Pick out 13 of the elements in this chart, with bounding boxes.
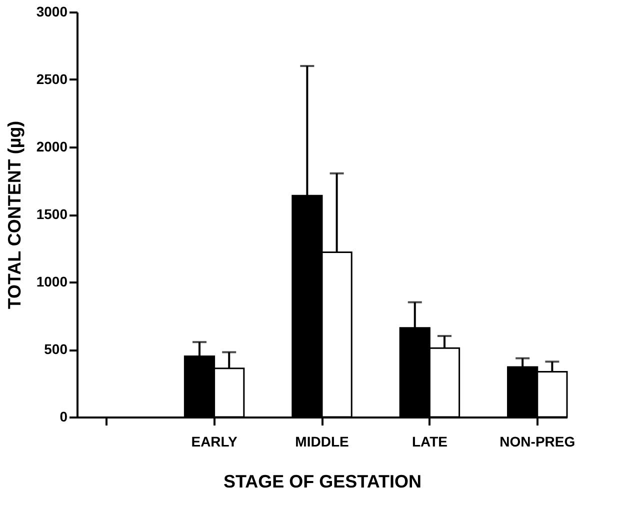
y-axis-title: TOTAL CONTENT (µg) — [4, 120, 24, 310]
y-tick-label: 500 — [44, 341, 68, 357]
x-axis-title: STAGE OF GESTATION — [224, 472, 422, 492]
x-tick-label: MIDDLE — [295, 434, 349, 450]
x-tick-label: NON-PREG — [500, 434, 576, 450]
y-tick-label: 1000 — [36, 274, 68, 290]
y-tick-label: 2000 — [36, 138, 68, 154]
x-tick-label: LATE — [412, 434, 448, 450]
y-tick-label: 3000 — [36, 4, 68, 20]
y-tick-label: 0 — [60, 408, 68, 424]
x-tick-label: EARLY — [191, 434, 238, 450]
y-tick-label: 2500 — [36, 71, 68, 87]
y-tick-label: 1500 — [36, 206, 68, 222]
